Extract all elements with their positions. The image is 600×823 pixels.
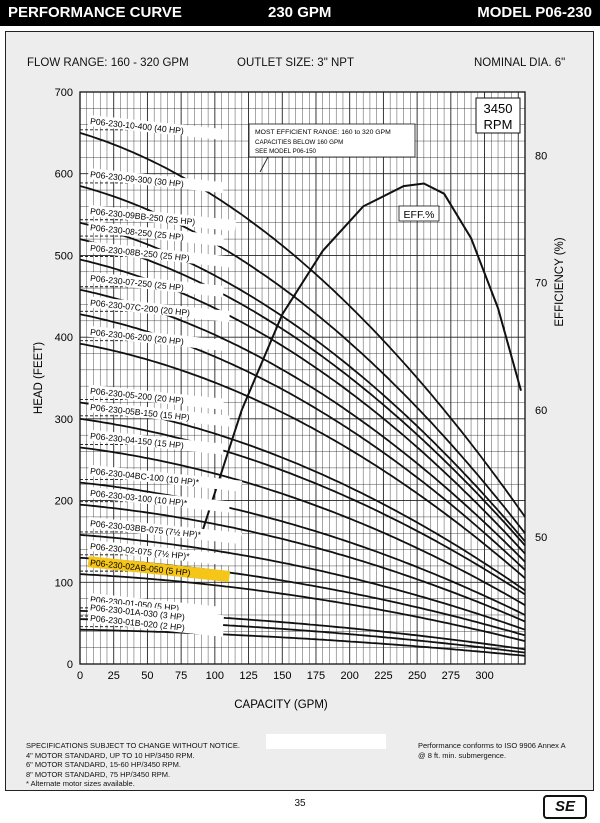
curve-label-bg: [87, 221, 225, 247]
y-tick-label: 100: [55, 577, 73, 589]
blank-box: [266, 734, 386, 749]
plot-border: [79, 91, 526, 665]
y-axis-title: HEAD (FEET): [33, 342, 45, 414]
callout-line-3: SEE MODEL P06-150: [255, 148, 317, 155]
x-tick-label: 125: [239, 670, 257, 682]
curve-label-bg: [87, 168, 225, 194]
head-curve-12: [79, 481, 526, 616]
head-curve-8: [79, 342, 526, 579]
x-tick-label: 75: [175, 670, 187, 682]
footer-note-2: 4" MOTOR STANDARD, UP TO 10 HP/3450 RPM.: [26, 750, 195, 760]
curve-label-bg: [87, 296, 231, 323]
outlet-size-label: OUTLET SIZE: 3" NPT: [237, 57, 354, 69]
y2-tick-label: 70: [535, 278, 547, 290]
head-curve-3: [79, 221, 526, 542]
y-tick-label: 300: [55, 414, 73, 426]
y2-tick-label: 80: [535, 151, 547, 163]
header-flow: 230 GPM: [268, 4, 332, 21]
footer-note-5: * Alternate motor sizes available.: [26, 779, 135, 788]
head-curve-1: [79, 132, 526, 518]
efficiency-label-box: [398, 205, 440, 222]
footer-iso-line-2: @ 8 ft. min. submergence.: [418, 750, 507, 760]
y2-tick-label: 50: [535, 532, 547, 544]
efficiency-curve: [200, 182, 522, 535]
y-tick-label: 500: [55, 250, 73, 262]
footer-notes: SPECIFICATIONS SUBJECT TO CHANGE WITHOUT…: [26, 741, 240, 789]
x-axis-title: CAPACITY (GPM): [234, 699, 328, 711]
curve-label-bg: [87, 611, 225, 637]
y-tick-label: 0: [67, 659, 73, 671]
y-tick-label: 400: [55, 332, 73, 344]
callout-line-1: MOST EFFICIENT RANGE: 160 to 320 GPM: [255, 129, 391, 136]
header-banner: PERFORMANCE CURVE 230 GPM MODEL P06-230: [0, 0, 600, 26]
curve-label-bg: [87, 271, 225, 297]
head-curve-13: [79, 503, 526, 623]
x-tick-label: 0: [77, 670, 83, 682]
x-tick-label: 175: [307, 670, 325, 682]
y2-tick-label: 60: [535, 405, 547, 417]
se-logo: SE: [543, 795, 587, 819]
curve-label-bg: [87, 325, 225, 351]
head-curve-10: [79, 418, 526, 596]
head-curve-4: [79, 238, 526, 547]
y2-axis-title: EFFICIENCY (%): [554, 237, 566, 326]
x-tick-label: 100: [206, 670, 224, 682]
y-tick-label: 700: [55, 87, 73, 99]
curve-label-bg: [87, 464, 242, 492]
x-tick-label: 250: [408, 670, 426, 682]
curve-label-bg: [87, 539, 231, 566]
head-curve-16: [79, 573, 526, 642]
curve-label-bg: [87, 400, 231, 427]
footer-note-4: 8" MOTOR STANDARD, 75 HP/3450 RPM.: [26, 769, 171, 779]
efficient-range-callout: [248, 123, 416, 158]
flow-range-label: FLOW RANGE: 160 - 320 GPM: [27, 57, 189, 69]
x-tick-label: 25: [108, 670, 120, 682]
curve-label-bg: [87, 486, 231, 513]
x-tick-label: 225: [374, 670, 392, 682]
footer-note-3: 6" MOTOR STANDARD, 15-60 HP/3450 RPM.: [26, 760, 181, 769]
callout-line-2: CAPACITIES BELOW 160 GPM: [255, 139, 343, 146]
x-tick-label: 300: [475, 670, 493, 682]
footer-iso-note: Performance conforms to ISO 9906 Annex A…: [418, 741, 566, 760]
curve-label-bg: [87, 114, 225, 141]
curve-label-bg: [87, 516, 242, 544]
curve-label-bg: [87, 601, 225, 627]
x-tick-label: 150: [273, 670, 291, 682]
page-number: 35: [294, 798, 306, 809]
rpm-box: [475, 97, 521, 134]
curve-label-bg: [87, 384, 225, 410]
y-tick-label: 600: [55, 169, 73, 181]
rpm-unit: RPM: [484, 117, 513, 132]
footer-iso-line-1: Performance conforms to ISO 9906 Annex A: [418, 741, 566, 750]
x-tick-label: 200: [341, 670, 359, 682]
curve-label-bg: [87, 204, 237, 232]
curve-label-bg: [87, 556, 231, 582]
head-curve-14: [79, 534, 526, 631]
y-tick-label: 200: [55, 496, 73, 508]
rpm-value: 3450: [484, 101, 513, 116]
head-curve-19: [79, 628, 526, 657]
curve-label-bg: [87, 429, 225, 455]
nominal-dia-label: NOMINAL DIA. 6": [474, 57, 566, 69]
efficiency-curve-label: EFF.%: [404, 209, 435, 221]
header-title: PERFORMANCE CURVE: [8, 4, 182, 21]
header-model: MODEL P06-230: [477, 4, 592, 21]
x-tick-label: 275: [442, 670, 460, 682]
curve-label-bg: [87, 241, 231, 268]
footer-note-1: SPECIFICATIONS SUBJECT TO CHANGE WITHOUT…: [26, 741, 240, 750]
x-tick-label: 50: [141, 670, 153, 682]
head-curve-11: [79, 446, 526, 606]
